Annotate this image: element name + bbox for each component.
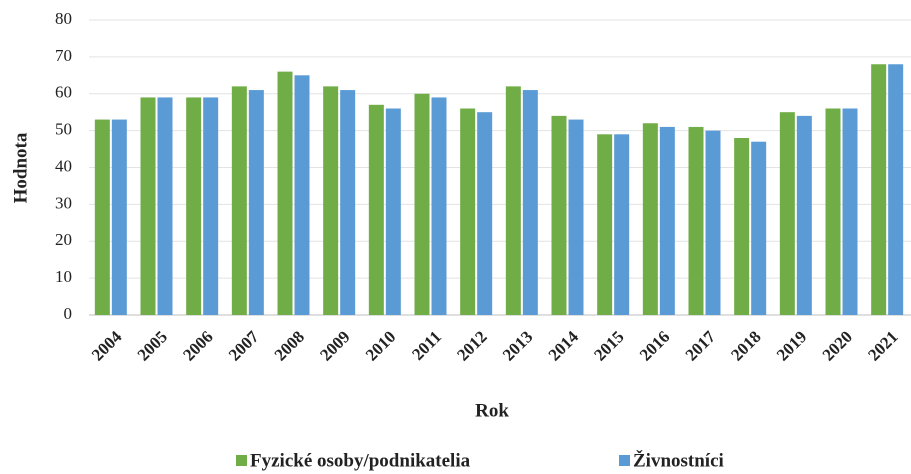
x-tick-label: 2012 <box>453 327 490 364</box>
bar <box>368 104 384 315</box>
x-tick-label: 2014 <box>545 327 583 365</box>
bar <box>157 97 173 315</box>
y-tick-label: 70 <box>55 46 72 65</box>
y-tick-label: 80 <box>55 9 72 28</box>
x-tick-label: 2016 <box>636 327 673 364</box>
bar <box>734 138 750 315</box>
y-tick-label: 10 <box>55 267 72 286</box>
bar <box>505 86 521 315</box>
bar <box>659 126 675 315</box>
x-tick-label: 2015 <box>590 327 627 364</box>
x-tick-label: 2020 <box>819 327 856 364</box>
y-tick-label: 50 <box>55 120 72 139</box>
bar <box>203 97 219 315</box>
bar <box>642 123 658 315</box>
x-tick-label: 2011 <box>408 327 445 364</box>
x-tick-label: 2021 <box>864 327 901 364</box>
x-tick-label: 2008 <box>271 327 308 364</box>
bar <box>597 134 613 315</box>
y-tick-label: 60 <box>55 83 72 102</box>
legend-swatch <box>236 455 247 466</box>
bar <box>871 64 887 315</box>
bar <box>231 86 247 315</box>
x-tick-label: 2019 <box>773 327 810 364</box>
bar <box>111 119 127 315</box>
bar <box>551 115 567 315</box>
bar <box>140 97 156 315</box>
x-tick-label: 2018 <box>727 327 764 364</box>
bar <box>568 119 584 315</box>
y-tick-label: 40 <box>55 156 72 175</box>
x-tick-label: 2010 <box>362 327 399 364</box>
bar <box>888 64 904 315</box>
y-axis-title: Hodnota <box>10 132 31 203</box>
y-tick-label: 0 <box>64 304 73 323</box>
bar <box>751 141 767 315</box>
bar <box>294 75 310 315</box>
bar <box>323 86 339 315</box>
x-tick-label: 2017 <box>682 327 720 365</box>
bar <box>248 90 264 315</box>
y-tick-label: 20 <box>55 230 72 249</box>
bar <box>460 108 476 315</box>
y-tick-label: 30 <box>55 193 72 212</box>
bar <box>94 119 110 315</box>
x-tick-label: 2013 <box>499 327 536 364</box>
bar <box>186 97 202 315</box>
x-axis-title: Rok <box>475 400 509 421</box>
bar <box>277 71 293 315</box>
bar <box>825 108 841 315</box>
bar <box>431 97 447 315</box>
bar <box>340 90 356 315</box>
bar <box>796 115 812 315</box>
bar <box>385 108 401 315</box>
legend-label: Fyzické osoby/podnikatelia <box>250 450 471 471</box>
bar <box>614 134 630 315</box>
x-tick-label: 2005 <box>134 327 171 364</box>
x-tick-label: 2007 <box>225 327 263 365</box>
x-tick-label: 2004 <box>88 327 126 365</box>
bar <box>414 93 430 315</box>
bar <box>779 112 795 315</box>
bar <box>688 126 704 315</box>
x-tick-label: 2006 <box>179 327 216 364</box>
x-tick-label: 2009 <box>316 327 353 364</box>
bar <box>477 112 493 315</box>
bar <box>705 130 721 315</box>
legend-swatch <box>619 455 630 466</box>
bar <box>842 108 858 315</box>
bar <box>522 90 538 315</box>
legend-label: Živnostníci <box>633 449 724 471</box>
